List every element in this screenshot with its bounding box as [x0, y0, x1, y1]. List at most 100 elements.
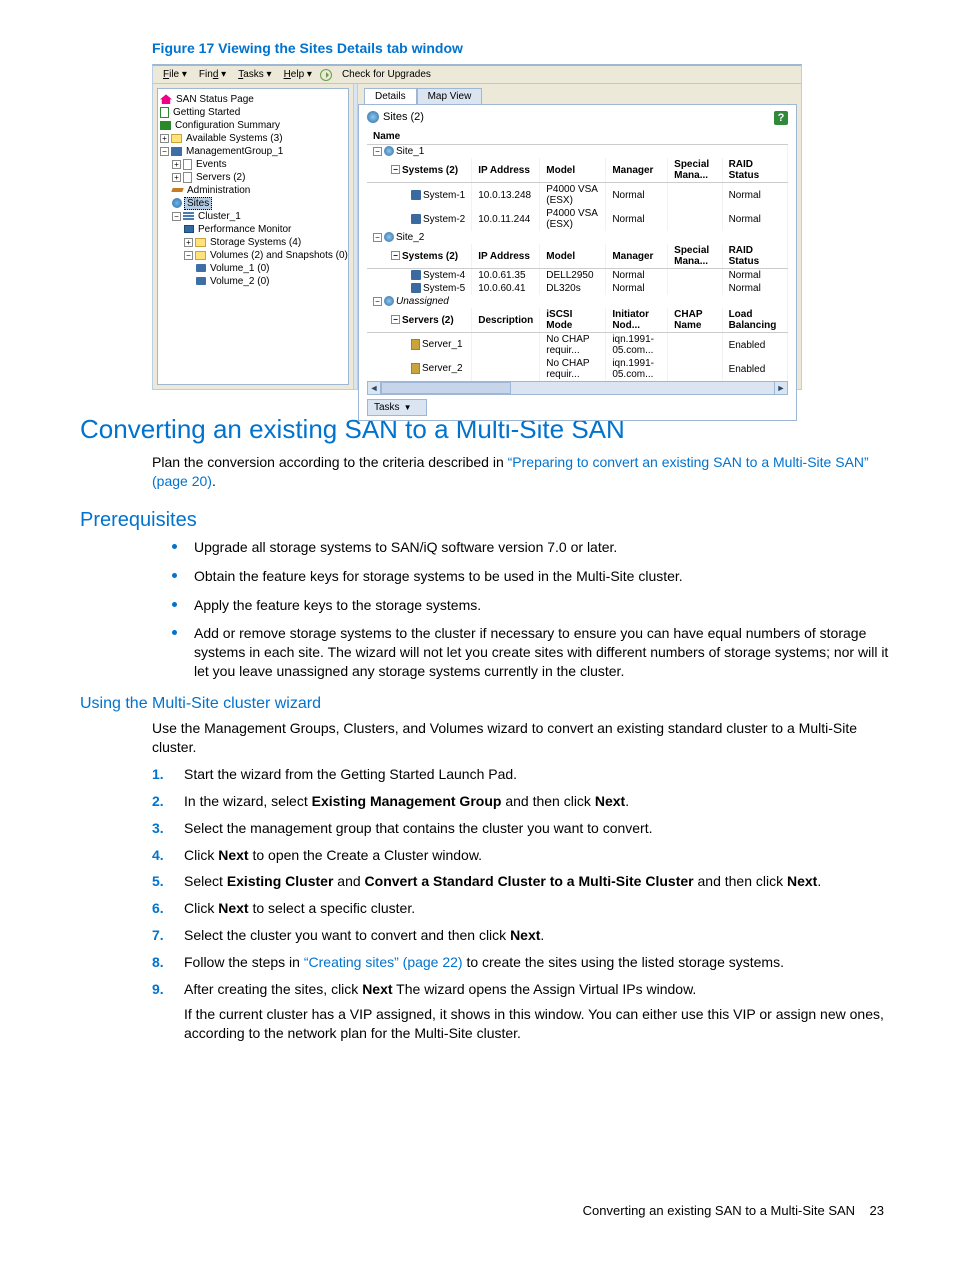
grid-row[interactable]: Server_1 No CHAP requir...iqn.1991-05.co…	[367, 333, 788, 358]
system-icon	[411, 190, 421, 200]
tree-administration[interactable]: Administration	[185, 185, 250, 196]
col-initiator[interactable]: Initiator Nod...	[606, 308, 668, 333]
system-icon	[411, 270, 421, 280]
menu-file[interactable]: File ▾	[159, 68, 191, 81]
tree-config-summary[interactable]: Configuration Summary	[173, 120, 280, 131]
tree-available-systems[interactable]: Available Systems (3)	[184, 133, 283, 144]
tree-volume-1[interactable]: Volume_1 (0)	[208, 263, 269, 274]
col-chap[interactable]: CHAP Name	[668, 308, 722, 333]
menu-find[interactable]: Find ▾	[195, 68, 230, 81]
col-raid[interactable]: RAID Status	[722, 158, 787, 183]
menu-help[interactable]: Help ▾	[280, 68, 316, 81]
expander-icon[interactable]: −	[160, 147, 169, 156]
wrench-icon	[171, 188, 183, 192]
tree-events[interactable]: Events	[194, 159, 227, 170]
system-icon	[411, 283, 421, 293]
expander-icon[interactable]: −	[172, 212, 181, 221]
tab-map-view[interactable]: Map View	[417, 88, 483, 104]
tree-getting-started[interactable]: Getting Started	[171, 107, 240, 118]
grid-row[interactable]: System-2 10.0.11.244P4000 VSA (ESX)Norma…	[367, 207, 788, 231]
tree-san-status[interactable]: SAN Status Page	[174, 94, 254, 105]
tree-storage-systems[interactable]: Storage Systems (4)	[208, 237, 301, 248]
col-name[interactable]: Name	[367, 129, 788, 145]
pane-title: Sites (2)	[367, 111, 788, 123]
expander-icon[interactable]: −	[184, 251, 193, 260]
site-1[interactable]: Site_1	[396, 146, 424, 157]
expander-icon[interactable]: +	[160, 134, 169, 143]
tree-cluster1[interactable]: Cluster_1	[196, 211, 241, 222]
expander-icon[interactable]: −	[391, 315, 400, 324]
step-item: Select the cluster you want to convert a…	[152, 926, 894, 945]
content-pane: Details Map View ? Sites (2) Name − Site_…	[358, 84, 801, 389]
details-panel: ? Sites (2) Name −Site_1 −Systems (2) IP…	[358, 104, 797, 421]
help-icon[interactable]: ?	[774, 111, 788, 125]
grid-row[interactable]: System-1 10.0.13.248P4000 VSA (ESX)Norma…	[367, 183, 788, 208]
col-special[interactable]: Special Mana...	[668, 158, 722, 183]
horizontal-scrollbar[interactable]: ◄ ►	[367, 381, 788, 395]
col-manager[interactable]: Manager	[606, 158, 668, 183]
scroll-thumb[interactable]	[381, 382, 511, 394]
list-item: Add or remove storage systems to the clu…	[172, 624, 894, 681]
col-model[interactable]: Model	[540, 244, 606, 269]
expander-icon[interactable]: −	[391, 251, 400, 260]
step-item: After creating the sites, click Next The…	[152, 980, 894, 1043]
globe-icon	[384, 296, 394, 306]
servers-header[interactable]: Servers (2)	[402, 315, 454, 326]
site-2[interactable]: Site_2	[396, 232, 424, 243]
nav-tree: SAN Status Page Getting Started Configur…	[157, 88, 349, 385]
chevron-down-icon: ▼	[404, 403, 412, 412]
server-icon	[411, 339, 420, 350]
pane-title-text: Sites (2)	[383, 111, 424, 123]
expander-icon[interactable]: −	[373, 297, 382, 306]
col-ip[interactable]: IP Address	[472, 244, 540, 269]
tree-sites[interactable]: Sites	[184, 197, 212, 210]
volume-icon	[196, 264, 206, 272]
steps-list: Start the wizard from the Getting Starte…	[152, 765, 894, 1043]
server-icon	[411, 363, 420, 374]
cluster-icon	[183, 212, 194, 221]
col-lb[interactable]: Load Balancing	[722, 308, 787, 333]
expander-icon[interactable]: +	[184, 238, 193, 247]
system-icon	[411, 214, 421, 224]
grid-row[interactable]: System-4 10.0.61.35DELL2950NormalNormal	[367, 269, 788, 283]
heading-prerequisites: Prerequisites	[80, 509, 894, 532]
tree-servers[interactable]: Servers (2)	[194, 172, 245, 183]
col-iscsi[interactable]: iSCSI Mode	[540, 308, 606, 333]
grid-row[interactable]: System-5 10.0.60.41DL320sNormalNormal	[367, 282, 788, 295]
col-model[interactable]: Model	[540, 158, 606, 183]
menu-check-upgrades[interactable]: Check for Upgrades	[338, 68, 435, 81]
scroll-left-icon[interactable]: ◄	[367, 381, 381, 395]
link-creating-sites[interactable]: “Creating sites” (page 22)	[304, 954, 463, 970]
app-screenshot: File ▾ Find ▾ Tasks ▾ Help ▾ Check for U…	[152, 64, 802, 390]
globe-icon	[367, 111, 379, 123]
menu-tasks[interactable]: Tasks ▾	[234, 68, 275, 81]
expander-icon[interactable]: −	[373, 147, 382, 156]
expander-icon[interactable]: +	[172, 173, 181, 182]
tab-details[interactable]: Details	[364, 88, 417, 104]
col-manager[interactable]: Manager	[606, 244, 668, 269]
col-special[interactable]: Special Mana...	[668, 244, 722, 269]
tree-volume-2[interactable]: Volume_2 (0)	[208, 276, 269, 287]
site1-systems[interactable]: Systems (2)	[402, 165, 458, 176]
unassigned[interactable]: Unassigned	[396, 296, 449, 307]
step-item: Follow the steps in “Creating sites” (pa…	[152, 953, 894, 972]
col-raid[interactable]: RAID Status	[722, 244, 787, 269]
step-item: Start the wizard from the Getting Starte…	[152, 765, 894, 784]
step-item: Click Next to open the Create a Cluster …	[152, 846, 894, 865]
tree-volumes[interactable]: Volumes (2) and Snapshots (0)	[208, 250, 348, 261]
scroll-right-icon[interactable]: ►	[774, 381, 788, 395]
refresh-icon[interactable]	[320, 69, 332, 81]
grid-row[interactable]: Server_2 No CHAP requir...iqn.1991-05.co…	[367, 357, 788, 381]
tree-perf-monitor[interactable]: Performance Monitor	[196, 224, 291, 235]
globe-icon	[384, 146, 394, 156]
tree-mg1[interactable]: ManagementGroup_1	[184, 146, 283, 157]
col-ip[interactable]: IP Address	[472, 158, 540, 183]
tasks-button[interactable]: Tasks▼	[367, 399, 427, 416]
prerequisites-list: Upgrade all storage systems to SAN/iQ so…	[172, 538, 894, 681]
expander-icon[interactable]: −	[391, 165, 400, 174]
col-desc[interactable]: Description	[472, 308, 540, 333]
site2-systems[interactable]: Systems (2)	[402, 251, 458, 262]
expander-icon[interactable]: +	[172, 160, 181, 169]
expander-icon[interactable]: −	[373, 233, 382, 242]
scroll-track[interactable]	[381, 381, 774, 395]
